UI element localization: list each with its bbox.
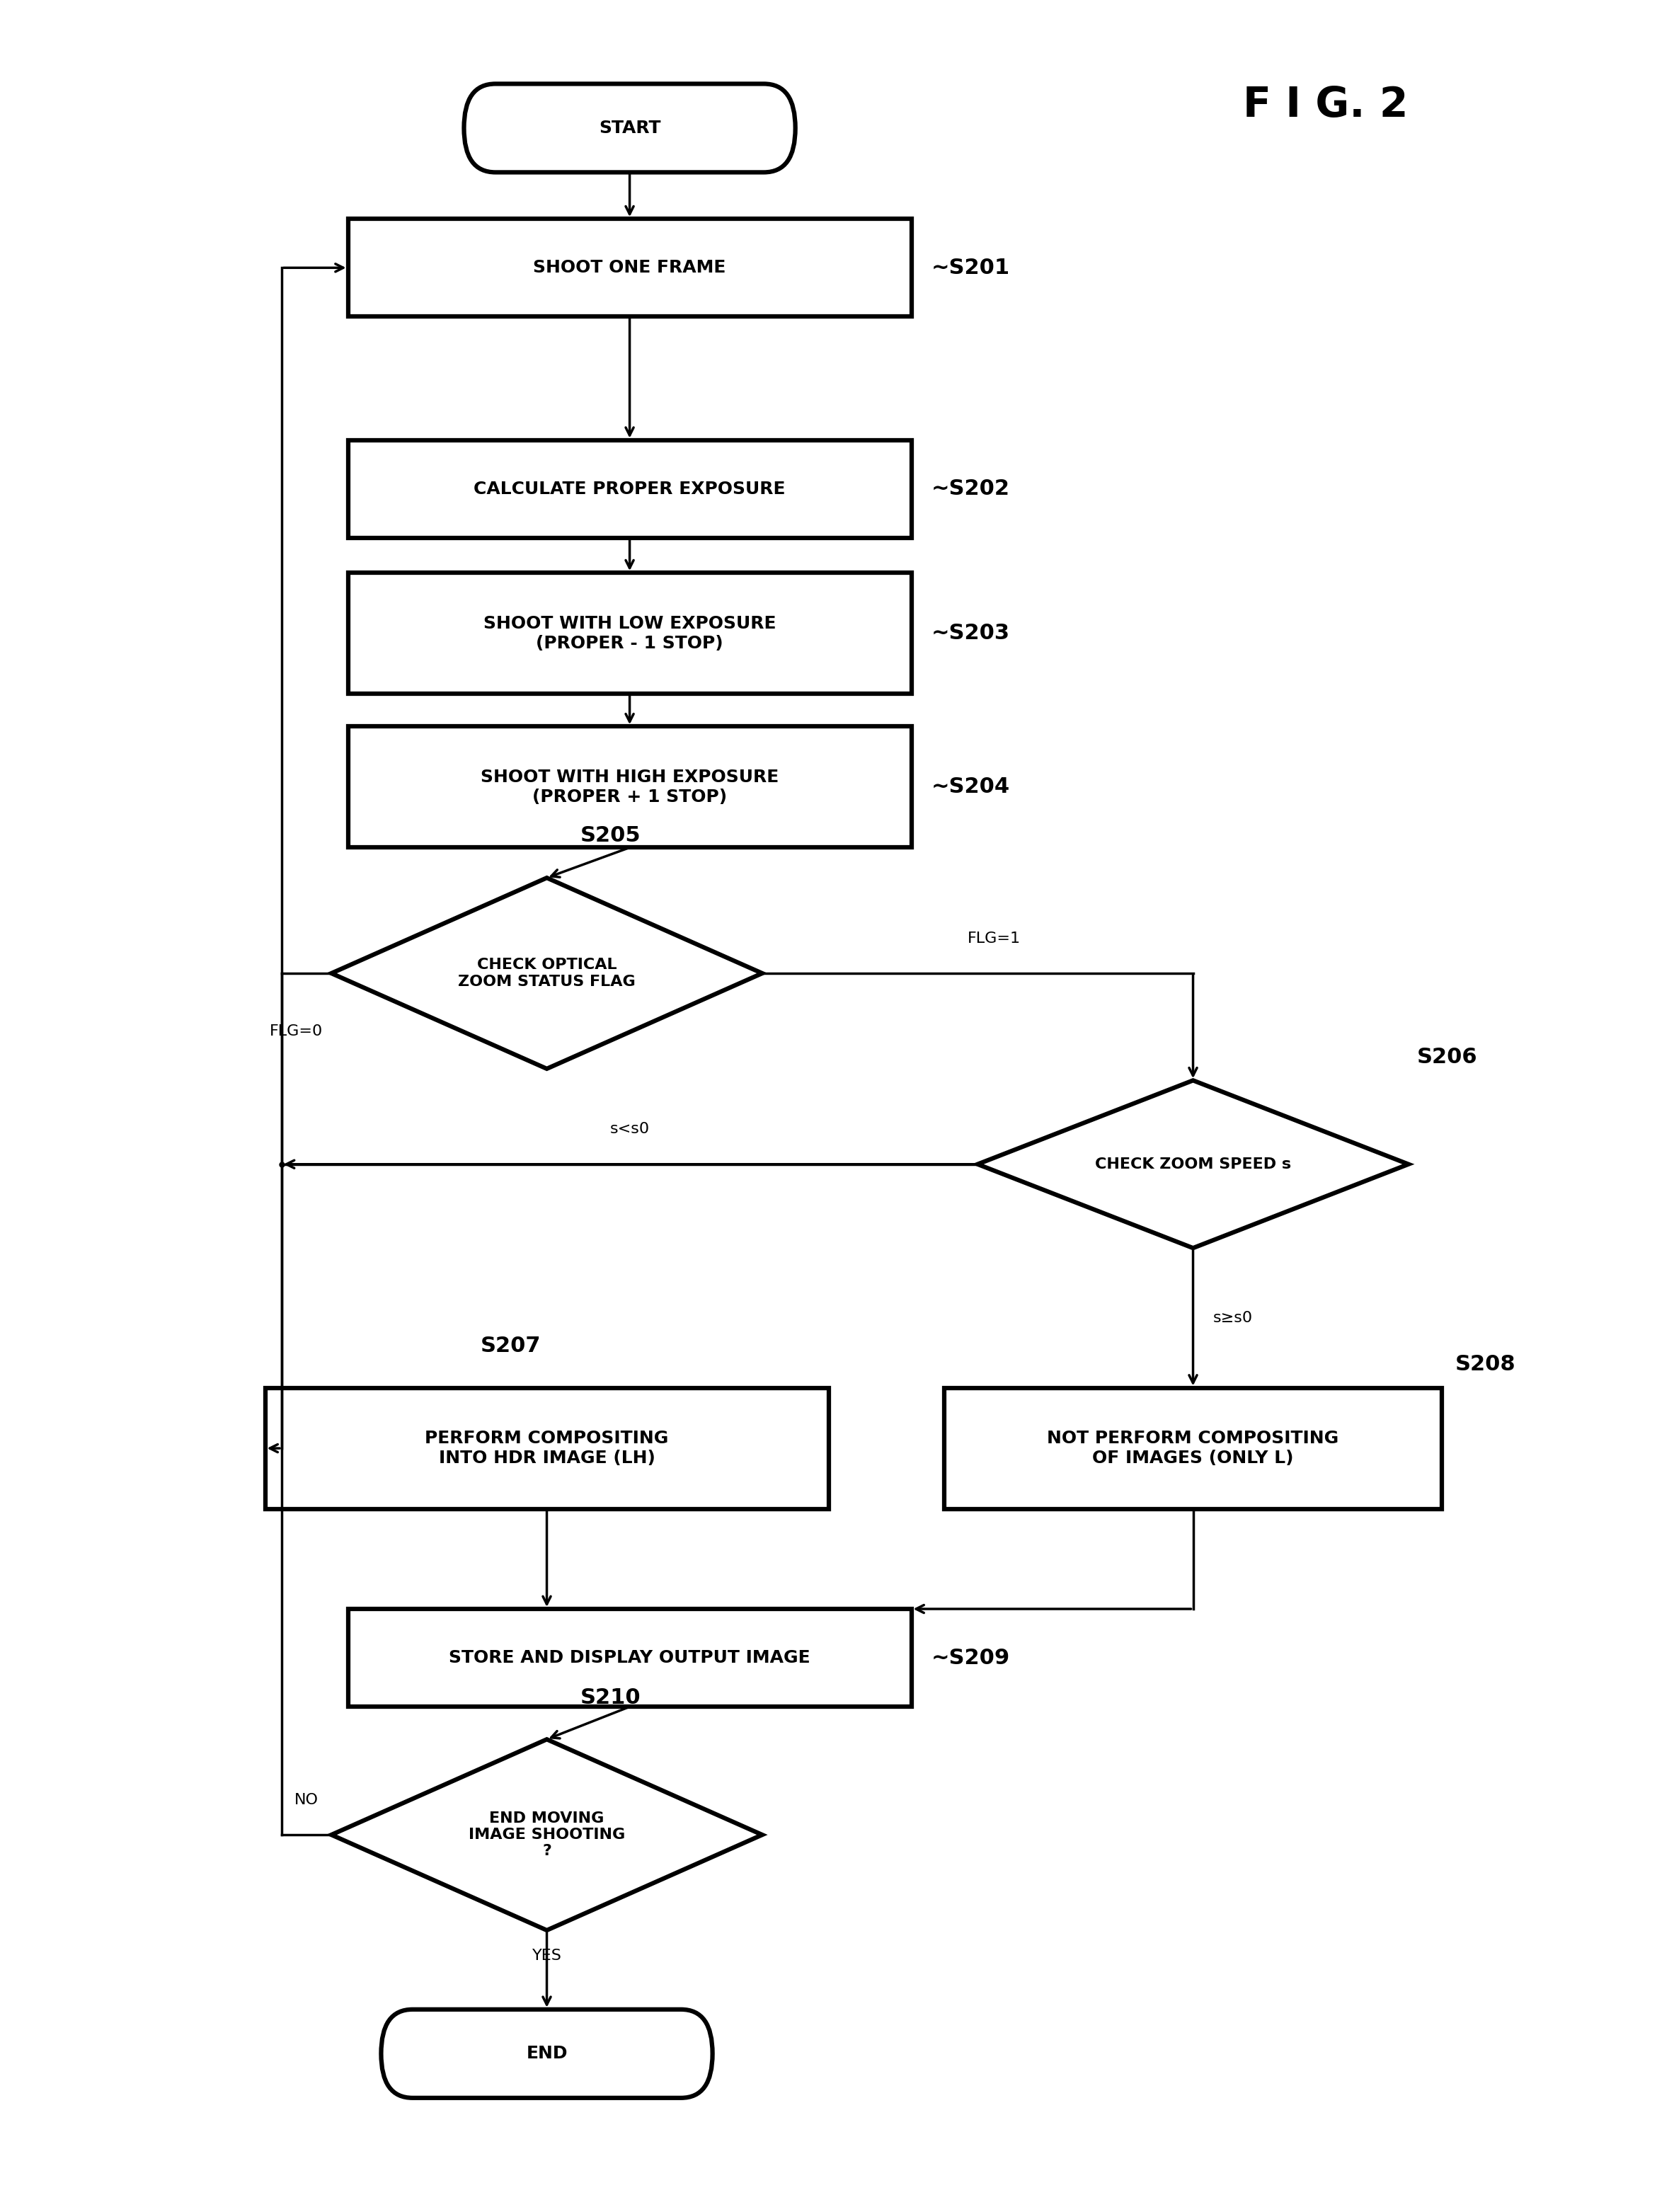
Text: STORE AND DISPLAY OUTPUT IMAGE: STORE AND DISPLAY OUTPUT IMAGE (449, 1650, 810, 1666)
Text: START: START (598, 119, 661, 137)
Bar (265, 1387, 829, 1509)
Text: CHECK ZOOM SPEED s: CHECK ZOOM SPEED s (1095, 1157, 1291, 1172)
FancyBboxPatch shape (464, 84, 795, 173)
Text: END MOVING
IMAGE SHOOTING
?: END MOVING IMAGE SHOOTING ? (469, 1812, 625, 1858)
Text: F I G. 2: F I G. 2 (1243, 84, 1408, 124)
Text: END: END (527, 2046, 567, 2062)
Text: S208: S208 (1455, 1354, 1516, 1374)
Bar (348, 1608, 911, 1708)
Text: PERFORM COMPOSITING
INTO HDR IMAGE (LH): PERFORM COMPOSITING INTO HDR IMAGE (LH) (424, 1429, 669, 1467)
Text: CHECK OPTICAL
ZOOM STATUS FLAG: CHECK OPTICAL ZOOM STATUS FLAG (457, 958, 636, 989)
Text: S206: S206 (1417, 1046, 1478, 1068)
Bar (348, 440, 911, 538)
Text: SHOOT ONE FRAME: SHOOT ONE FRAME (534, 259, 726, 276)
Bar (348, 573, 911, 695)
Text: CALCULATE PROPER EXPOSURE: CALCULATE PROPER EXPOSURE (474, 480, 785, 498)
Text: s<s0: s<s0 (610, 1121, 650, 1137)
Text: S207: S207 (481, 1336, 542, 1356)
FancyBboxPatch shape (381, 2008, 713, 2097)
Text: NO: NO (293, 1792, 318, 1807)
Text: s≥s0: s≥s0 (1213, 1312, 1253, 1325)
Text: FLG=1: FLG=1 (968, 931, 1021, 945)
Bar (944, 1387, 1442, 1509)
Text: ∼S202: ∼S202 (931, 478, 1009, 500)
Text: S210: S210 (580, 1688, 641, 1708)
Text: ∼S201: ∼S201 (931, 257, 1009, 279)
Text: NOT PERFORM COMPOSITING
OF IMAGES (ONLY L): NOT PERFORM COMPOSITING OF IMAGES (ONLY … (1047, 1429, 1339, 1467)
Bar (348, 219, 911, 316)
Text: ∼S203: ∼S203 (931, 624, 1009, 644)
Polygon shape (331, 1739, 762, 1931)
Bar (348, 726, 911, 847)
Polygon shape (331, 878, 762, 1068)
Text: YES: YES (532, 1949, 562, 1962)
Text: S205: S205 (580, 825, 641, 847)
Text: FLG=0: FLG=0 (270, 1024, 323, 1040)
Text: ∼S204: ∼S204 (931, 776, 1009, 796)
Text: SHOOT WITH HIGH EXPOSURE
(PROPER + 1 STOP): SHOOT WITH HIGH EXPOSURE (PROPER + 1 STO… (481, 770, 779, 805)
Text: ∼S209: ∼S209 (931, 1648, 1011, 1668)
Polygon shape (978, 1079, 1408, 1248)
Text: SHOOT WITH LOW EXPOSURE
(PROPER - 1 STOP): SHOOT WITH LOW EXPOSURE (PROPER - 1 STOP… (484, 615, 775, 653)
